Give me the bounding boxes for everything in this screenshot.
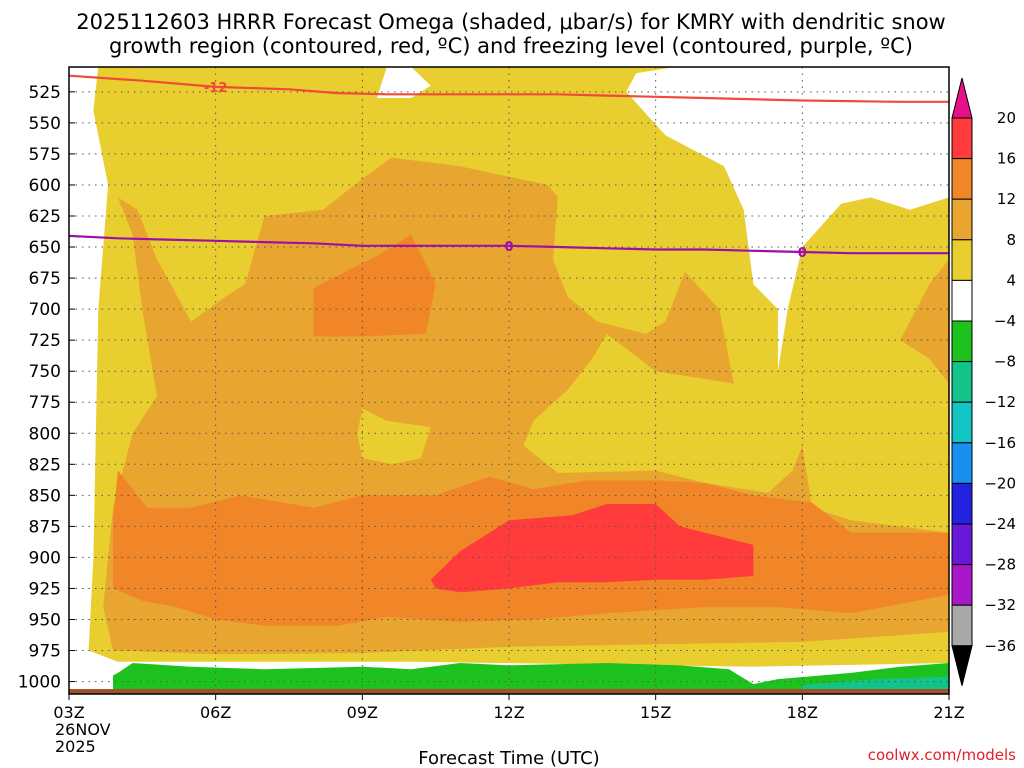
chart-title-line2: growth region (contoured, red, ºC) and f… (109, 34, 913, 58)
omega-region-omega-neg8-to-neg12 (802, 676, 949, 689)
grid-layer (69, 67, 949, 694)
omega-region-omega-8-to-12-east (900, 259, 949, 384)
omega-shading-layer (88, 67, 949, 694)
colorbar-label: −24 (984, 515, 1016, 533)
colorbar-swatch (951, 158, 973, 200)
x-tick-label: 06Z (200, 703, 231, 722)
y-tick-label: 525 (29, 83, 61, 103)
colorbar-label: −4 (994, 312, 1016, 330)
colorbar-label: −36 (984, 637, 1016, 655)
omega-region-omega-12-to-16-upper (313, 234, 436, 337)
x-tick-label: 12Z (493, 703, 524, 722)
start-date-day: 26NOV (55, 720, 111, 739)
colorbar-label: 12 (997, 190, 1016, 208)
y-tick-label: 950 (29, 611, 61, 631)
dendritic-contour-line (69, 74, 949, 103)
y-tick-label: 700 (29, 300, 61, 320)
chart-title-line1: 2025112603 HRRR Forecast Omega (shaded, … (76, 10, 946, 34)
freezing-contour-label: 0 (798, 246, 807, 261)
colorbar-swatch (951, 279, 973, 322)
y-tick-label: 775 (29, 393, 61, 413)
colorbar-label: −20 (984, 474, 1016, 492)
y-tick-label: 575 (29, 145, 61, 165)
colorbar-label: 16 (997, 150, 1016, 168)
y-tick-label: 900 (29, 548, 61, 568)
colorbar-label: −12 (984, 393, 1016, 411)
x-tick-label: 15Z (640, 703, 671, 722)
colorbar-swatch (951, 482, 973, 525)
colorbar-swatch (951, 523, 973, 566)
freezing-contour-line (69, 234, 949, 255)
y-tick-label: 625 (29, 207, 61, 227)
colorbar-label: −32 (984, 596, 1016, 614)
contour-layer: -12 0 0 (69, 74, 949, 261)
ground-bar (69, 689, 949, 694)
colorbar-swatch (951, 198, 973, 241)
colorbar: 20 16 12 8 4 −4 −8 −12 −16 −20 −24 −28 −32 −36 (951, 77, 1016, 686)
x-tick-label: 09Z (347, 703, 378, 722)
y-tick-label: 850 (29, 486, 61, 506)
colorbar-swatch (951, 401, 973, 444)
y-tick-label: 725 (29, 331, 61, 351)
y-tick-label: 600 (29, 176, 61, 196)
x-tick-label: 21Z (933, 703, 964, 722)
colorbar-swatch (951, 442, 973, 484)
colorbar-label: −16 (984, 434, 1016, 452)
y-tick-label: 1000 (18, 673, 61, 693)
colorbar-label: 20 (997, 109, 1016, 127)
dendritic-contour-label: -12 (204, 81, 228, 96)
colorbar-bottom-arrow (951, 645, 973, 686)
y-tick-label: 550 (29, 114, 61, 134)
colorbar-swatch (951, 320, 973, 363)
colorbar-swatch (951, 361, 973, 403)
colorbar-swatch (951, 239, 973, 281)
colorbar-label: −8 (994, 353, 1016, 371)
x-axis-ticks: 03Z 06Z 09Z 12Z 15Z 18Z 21Z (53, 694, 965, 722)
colorbar-top-arrow (951, 77, 973, 119)
y-tick-label: 825 (29, 455, 61, 475)
colorbar-label: −28 (984, 556, 1016, 574)
x-axis-label: Forecast Time (UTC) (418, 748, 599, 768)
source-credit: coolwx.com/models (868, 746, 1016, 764)
colorbar-swatch (951, 564, 973, 606)
y-tick-label: 875 (29, 517, 61, 537)
omega-region-omega-4-to-8-hole-0920 (357, 408, 431, 465)
plot-area: -12 0 0 (68, 66, 950, 695)
start-date-year: 2025 (55, 737, 96, 756)
colorbar-label: 4 (1006, 271, 1016, 289)
y-axis-ticks: 525 550 575 600 625 650 675 700 725 750 775 800 825 8… (18, 83, 75, 693)
y-tick-label: 800 (29, 424, 61, 444)
freezing-contour-label: 0 (504, 240, 513, 255)
x-tick-label: 03Z (53, 703, 84, 722)
y-tick-label: 925 (29, 579, 61, 599)
omega-region-omega-neg4-to-neg8 (113, 663, 949, 694)
colorbar-label: 8 (1006, 231, 1016, 249)
y-tick-label: 650 (29, 238, 61, 258)
y-tick-label: 750 (29, 362, 61, 382)
x-tick-label: 18Z (787, 703, 818, 722)
y-tick-label: 675 (29, 269, 61, 289)
y-tick-label: 975 (29, 642, 61, 662)
colorbar-swatch (951, 604, 973, 647)
colorbar-swatch (951, 117, 973, 160)
